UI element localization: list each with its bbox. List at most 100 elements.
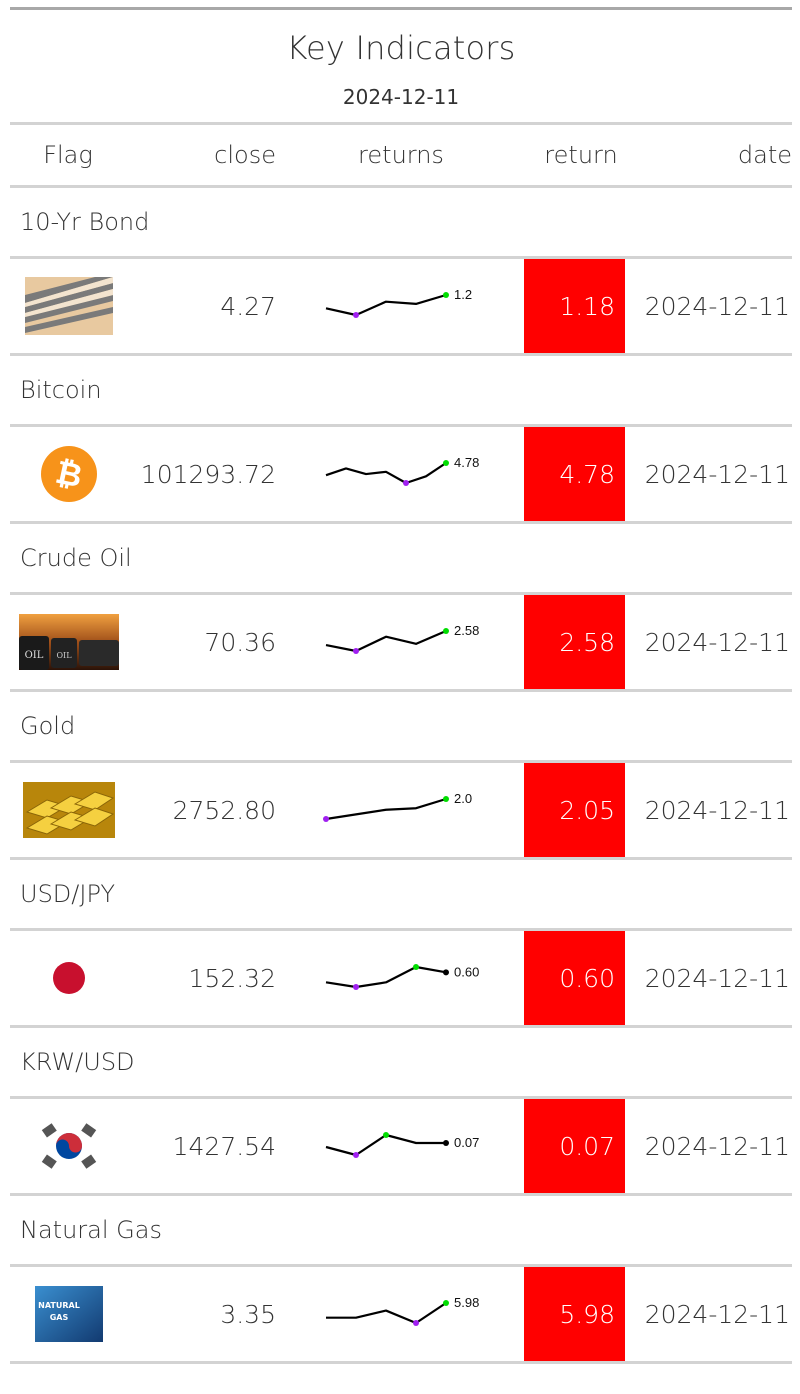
- group-label: Bitcoin: [20, 376, 102, 404]
- row-group: Bitcoin ₿ 101293.72 4.78 4.78 2024-12-11: [10, 356, 792, 524]
- divider: [10, 424, 792, 427]
- column-header-flag: Flag: [43, 141, 93, 169]
- date-value: 2024-12-11: [644, 627, 790, 657]
- flag-cell: OIL OIL: [10, 595, 128, 689]
- column-header-return: return: [544, 141, 618, 169]
- flag-cell: [10, 931, 128, 1025]
- date-value: 2024-12-11: [644, 1299, 790, 1329]
- return-value: 0.60: [559, 963, 615, 993]
- table-row: 152.32 0.60 0.60 2024-12-11: [10, 931, 792, 1025]
- returns-sparkline: 5.98: [318, 1267, 558, 1361]
- returns-sparkline: 2.58: [318, 595, 558, 689]
- returns-sparkline: 0.60: [318, 931, 558, 1025]
- svg-text:4.78: 4.78: [454, 455, 479, 470]
- flag-cell: [10, 1099, 128, 1193]
- close-value: 2752.80: [172, 795, 276, 825]
- table-body: 10-Yr Bond 4.27 1.2 1.18 2024-12-11 Bitc…: [10, 188, 792, 1364]
- divider: [10, 1264, 792, 1267]
- date-value: 2024-12-11: [644, 291, 790, 321]
- svg-text:2.58: 2.58: [454, 623, 479, 638]
- table-row: 2752.80 2.0 2.05 2024-12-11: [10, 763, 792, 857]
- return-value-cell: 0.07: [524, 1099, 625, 1193]
- return-value-cell: 0.60: [524, 931, 625, 1025]
- return-value: 0.07: [559, 1131, 615, 1161]
- table-subtitle: 2024-12-11: [342, 85, 460, 109]
- divider: [10, 122, 792, 125]
- row-group: USD/JPY 152.32 0.60 0.60 2024-12-11: [10, 860, 792, 1028]
- row-group: Natural Gas NATURAL GAS 3.35 5.98 5.98 2…: [10, 1196, 792, 1364]
- group-label: Natural Gas: [20, 1216, 162, 1244]
- crude-oil-barrels-image-icon: OIL OIL: [19, 614, 119, 670]
- column-header-row: Flag close returns return date: [10, 125, 792, 185]
- japan-flag-icon: [49, 958, 89, 998]
- table-row: OIL OIL 70.36 2.58 2.58 2024-12-11: [10, 595, 792, 689]
- table-row: NATURAL GAS 3.35 5.98 5.98 2024-12-11: [10, 1267, 792, 1361]
- bitcoin-logo-icon: ₿: [40, 445, 98, 503]
- return-value: 2.05: [559, 795, 615, 825]
- returns-sparkline: 4.78: [318, 427, 558, 521]
- returns-sparkline: 1.2: [318, 259, 558, 353]
- row-group: KRW/USD 1427.54 0.07 0.07 2024-12-11: [10, 1028, 792, 1196]
- return-value-cell: 5.98: [524, 1267, 625, 1361]
- group-label: 10-Yr Bond: [20, 208, 150, 236]
- return-value: 2.58: [559, 627, 615, 657]
- date-value: 2024-12-11: [644, 1131, 790, 1161]
- svg-text:NATURAL: NATURAL: [38, 1301, 80, 1310]
- close-value: 3.35: [220, 1299, 276, 1329]
- group-label: Gold: [20, 712, 76, 740]
- divider: [10, 928, 792, 931]
- return-value: 4.78: [559, 459, 615, 489]
- svg-text:OIL: OIL: [25, 650, 44, 661]
- divider: [10, 521, 792, 524]
- close-value: 152.32: [188, 963, 276, 993]
- svg-text:OIL: OIL: [56, 651, 72, 660]
- close-value: 70.36: [204, 627, 276, 657]
- row-group: Gold 2752.80 2.0 2.05 2024-12-11: [10, 692, 792, 860]
- column-header-date: date: [737, 141, 792, 169]
- row-group: Crude Oil OIL OIL 70.36 2.58 2.58 2024-1…: [10, 524, 792, 692]
- close-value: 101293.72: [140, 459, 276, 489]
- key-indicators-table: Key Indicators 2024-12-11 Flag close ret…: [10, 7, 792, 1364]
- group-label: Crude Oil: [20, 544, 132, 572]
- flag-cell: NATURAL GAS: [10, 1267, 128, 1361]
- gold-bars-image-icon: [23, 782, 115, 838]
- column-header-close: close: [214, 141, 276, 169]
- close-value: 4.27: [220, 291, 276, 321]
- top-rule: [10, 7, 792, 10]
- divider: [10, 185, 792, 188]
- flag-cell: [10, 259, 128, 353]
- divider: [10, 689, 792, 692]
- divider: [10, 1096, 792, 1099]
- return-value-cell: 1.18: [524, 259, 625, 353]
- bond-certificates-image-icon: [25, 277, 113, 335]
- date-value: 2024-12-11: [644, 795, 790, 825]
- divider: [10, 256, 792, 259]
- return-value: 1.18: [559, 291, 615, 321]
- date-value: 2024-12-11: [644, 459, 790, 489]
- flag-cell: [10, 763, 128, 857]
- group-label: KRW/USD: [20, 1048, 135, 1076]
- group-label: USD/JPY: [20, 880, 116, 908]
- table-title: Key Indicators: [286, 29, 516, 67]
- table-row: 1427.54 0.07 0.07 2024-12-11: [10, 1099, 792, 1193]
- svg-text:2.0: 2.0: [454, 791, 472, 806]
- close-value: 1427.54: [172, 1131, 276, 1161]
- svg-text:5.98: 5.98: [454, 1295, 479, 1310]
- returns-sparkline: 2.0: [318, 763, 558, 857]
- date-value: 2024-12-11: [644, 963, 790, 993]
- south-korea-flag-icon: [37, 1122, 101, 1170]
- column-header-returns: returns: [358, 141, 444, 169]
- svg-text:1.2: 1.2: [454, 287, 472, 302]
- return-value: 5.98: [559, 1299, 615, 1329]
- table-row: ₿ 101293.72 4.78 4.78 2024-12-11: [10, 427, 792, 521]
- svg-text:0.07: 0.07: [454, 1135, 479, 1150]
- natural-gas-image-icon: NATURAL GAS: [35, 1286, 103, 1342]
- divider: [10, 760, 792, 763]
- divider: [10, 353, 792, 356]
- return-value-cell: 4.78: [524, 427, 625, 521]
- return-value-cell: 2.58: [524, 595, 625, 689]
- divider: [10, 1361, 792, 1364]
- svg-text:GAS: GAS: [50, 1313, 69, 1322]
- table-row: 4.27 1.2 1.18 2024-12-11: [10, 259, 792, 353]
- divider: [10, 1193, 792, 1196]
